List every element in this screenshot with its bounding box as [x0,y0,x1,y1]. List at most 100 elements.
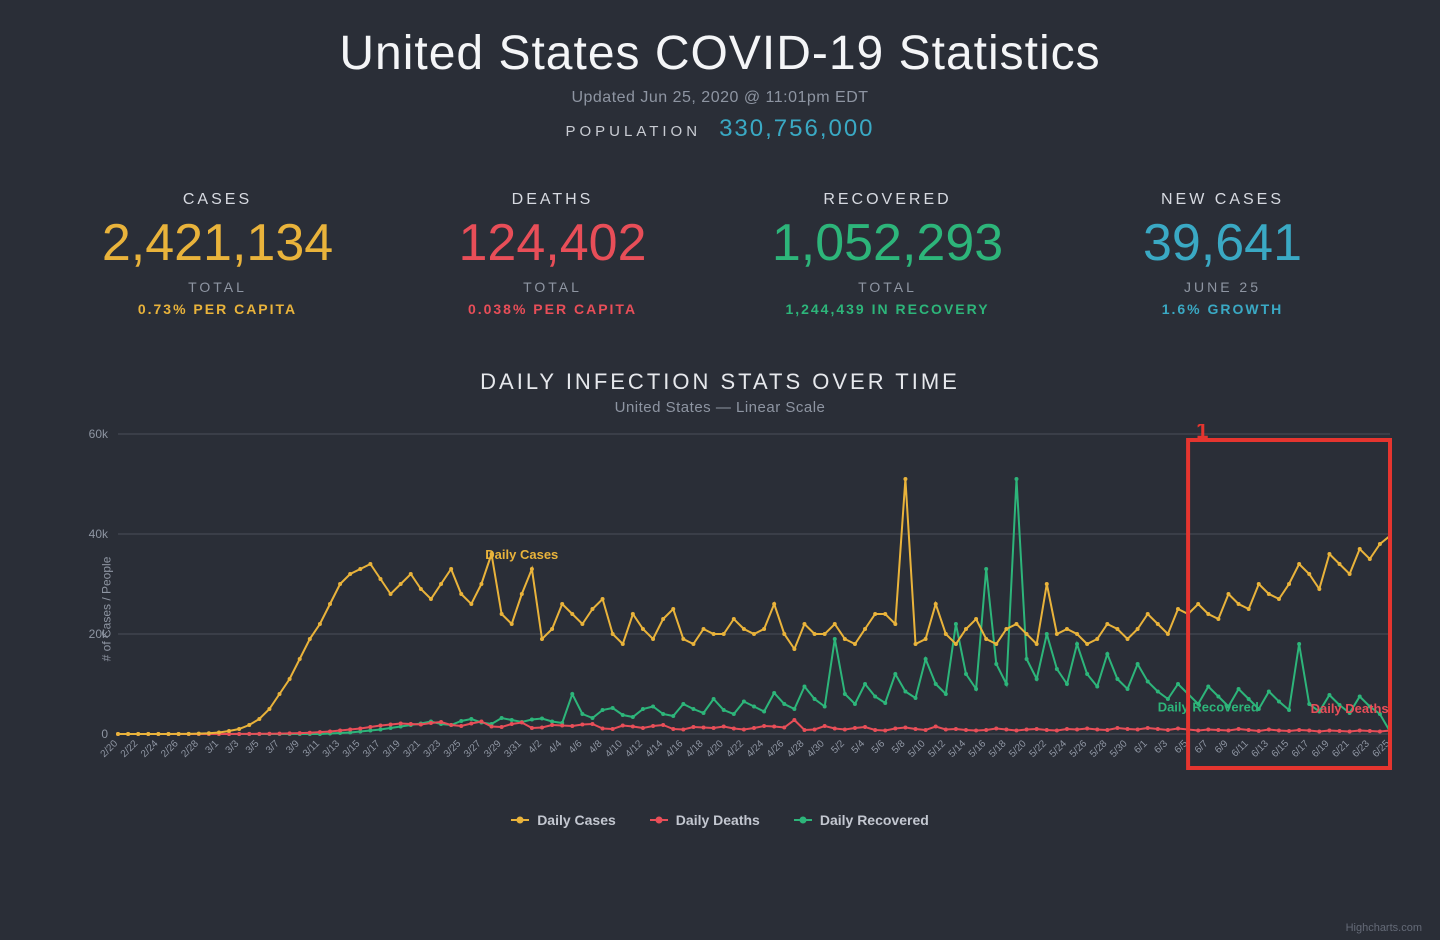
svg-text:Daily Cases: Daily Cases [485,547,558,562]
updated-timestamp: Updated Jun 25, 2020 @ 11:01pm EDT [40,89,1400,107]
svg-text:6/17: 6/17 [1290,738,1312,760]
page-title: United States COVID-19 Statistics [40,26,1400,81]
svg-text:5/22: 5/22 [1027,738,1049,760]
svg-text:4/12: 4/12 [624,738,646,760]
svg-text:6/23: 6/23 [1350,738,1372,760]
svg-text:4/30: 4/30 [805,738,827,760]
legend-swatch [511,819,529,821]
stat-newcases: NEW CASES 39,641 JUNE 25 1.6% GROWTH [1093,191,1353,317]
svg-text:1: 1 [1196,424,1208,443]
svg-text:4/24: 4/24 [745,738,767,760]
svg-text:3/27: 3/27 [462,738,484,760]
legend-swatch [650,819,668,821]
stat-deaths: DEATHS 124,402 TOTAL 0.038% PER CAPITA [423,191,683,317]
svg-text:4/18: 4/18 [684,738,706,760]
svg-text:4/26: 4/26 [765,738,787,760]
svg-text:5/6: 5/6 [870,738,888,756]
svg-text:3/7: 3/7 [264,738,282,756]
svg-text:5/16: 5/16 [967,738,989,760]
svg-text:6/9: 6/9 [1213,738,1231,756]
stat-value: 1,052,293 [758,213,1018,273]
svg-text:6/15: 6/15 [1270,738,1292,760]
svg-text:2/26: 2/26 [159,738,181,760]
legend-label: Daily Recovered [820,812,929,828]
svg-text:4/2: 4/2 [527,738,545,756]
legend-item-cases[interactable]: Daily Cases [511,812,616,828]
svg-text:4/8: 4/8 [587,738,605,756]
chart-credit[interactable]: Highcharts.com [1346,922,1422,934]
svg-text:4/14: 4/14 [644,738,666,760]
stat-label: DEATHS [423,191,683,209]
stat-cases: CASES 2,421,134 TOTAL 0.73% PER CAPITA [88,191,348,317]
chart-title: DAILY INFECTION STATS OVER TIME [40,369,1400,395]
stat-sub2: 0.73% PER CAPITA [88,301,348,317]
svg-text:4/4: 4/4 [547,738,565,756]
chart-area[interactable]: # of Cases / People 020k40k60k2/202/222/… [40,424,1400,794]
svg-text:4/28: 4/28 [785,738,807,760]
svg-text:2/28: 2/28 [179,738,201,760]
svg-text:6/13: 6/13 [1249,738,1271,760]
svg-text:3/23: 3/23 [422,738,444,760]
stat-recovered: RECOVERED 1,052,293 TOTAL 1,244,439 IN R… [758,191,1018,317]
svg-text:5/18: 5/18 [987,738,1009,760]
svg-text:5/26: 5/26 [1068,738,1090,760]
svg-text:3/13: 3/13 [321,738,343,760]
stat-label: RECOVERED [758,191,1018,209]
population-value: 330,756,000 [719,115,874,142]
y-axis-label: # of Cases / People [99,557,113,662]
svg-text:6/19: 6/19 [1310,738,1332,760]
svg-text:3/11: 3/11 [301,738,322,759]
svg-text:4/16: 4/16 [664,738,686,760]
stat-sub2: 0.038% PER CAPITA [423,301,683,317]
stat-value: 39,641 [1093,213,1353,273]
svg-text:40k: 40k [89,527,109,541]
svg-text:2/22: 2/22 [119,738,141,760]
svg-text:5/20: 5/20 [1007,738,1029,760]
svg-text:5/4: 5/4 [850,738,868,756]
svg-text:3/25: 3/25 [442,738,464,760]
stat-value: 2,421,134 [88,213,348,273]
svg-text:5/28: 5/28 [1088,738,1110,760]
svg-text:3/21: 3/21 [401,738,423,760]
svg-text:6/7: 6/7 [1193,738,1211,756]
svg-text:2/24: 2/24 [139,738,161,760]
svg-text:3/17: 3/17 [361,738,383,760]
stat-sub1: TOTAL [758,279,1018,295]
svg-text:3/1: 3/1 [203,738,221,756]
svg-text:5/24: 5/24 [1048,738,1070,760]
legend-label: Daily Cases [537,812,616,828]
stat-sub2: 1,244,439 IN RECOVERY [758,301,1018,317]
svg-text:4/20: 4/20 [704,738,726,760]
svg-text:3/29: 3/29 [482,738,504,760]
svg-text:3/31: 3/31 [502,738,524,760]
svg-text:5/10: 5/10 [906,738,928,760]
svg-text:3/9: 3/9 [284,738,302,756]
chart-svg: 020k40k60k2/202/222/242/262/283/13/33/53… [40,424,1400,794]
svg-text:2/20: 2/20 [99,738,121,760]
population-label: POPULATION [565,123,701,140]
svg-text:60k: 60k [89,427,109,441]
legend-label: Daily Deaths [676,812,760,828]
legend-item-deaths[interactable]: Daily Deaths [650,812,760,828]
stat-sub2: 1.6% GROWTH [1093,301,1353,317]
svg-text:Daily Recovered: Daily Recovered [1158,700,1259,715]
stat-sub1: TOTAL [88,279,348,295]
svg-text:3/5: 3/5 [244,738,262,756]
legend-swatch [794,819,812,821]
svg-text:5/30: 5/30 [1108,738,1130,760]
stat-label: CASES [88,191,348,209]
svg-text:5/14: 5/14 [947,738,969,760]
svg-text:4/22: 4/22 [724,738,746,760]
svg-text:3/15: 3/15 [341,738,363,760]
chart-subtitle: United States — Linear Scale [40,399,1400,416]
svg-text:0: 0 [101,727,108,741]
legend-item-recovered[interactable]: Daily Recovered [794,812,929,828]
svg-text:5/8: 5/8 [890,738,908,756]
stat-sub1: JUNE 25 [1093,279,1353,295]
stat-sub1: TOTAL [423,279,683,295]
svg-text:4/10: 4/10 [603,738,625,760]
svg-text:6/11: 6/11 [1230,738,1251,759]
svg-text:6/3: 6/3 [1152,738,1170,756]
svg-text:4/6: 4/6 [567,738,585,756]
chart-legend: Daily Cases Daily Deaths Daily Recovered [40,812,1400,828]
